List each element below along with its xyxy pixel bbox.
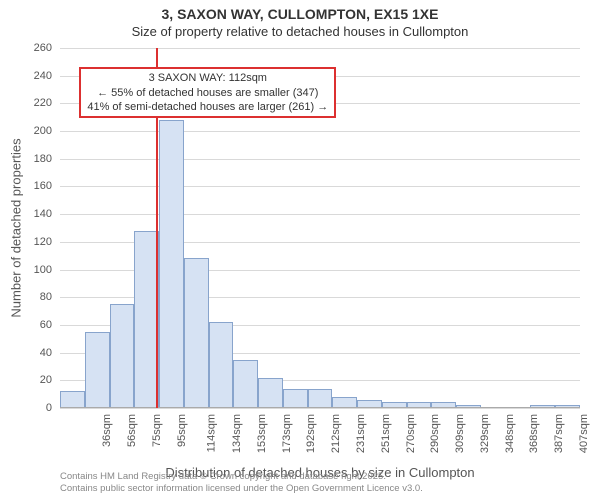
x-tick-label: 329sqm: [479, 414, 491, 453]
y-tick-label: 140: [20, 208, 52, 220]
x-tick-label: 212sqm: [330, 414, 342, 453]
y-tick-label: 160: [20, 180, 52, 192]
plot-area: Number of detached properties 0204060801…: [60, 48, 580, 408]
histogram-bar: [209, 322, 234, 408]
y-tick-label: 180: [20, 153, 52, 165]
footer-line2: Contains public sector information licen…: [60, 483, 423, 495]
histogram-bar: [134, 231, 159, 408]
callout-title: 3 SAXON WAY: 112sqm: [87, 71, 328, 85]
histogram-bar: [308, 389, 333, 408]
y-tick-label: 120: [20, 236, 52, 248]
y-tick-label: 40: [20, 347, 52, 359]
histogram-bar: [85, 332, 110, 408]
x-tick-label: 407sqm: [578, 414, 590, 453]
y-tick-label: 20: [20, 374, 52, 386]
x-tick-label: 387sqm: [553, 414, 565, 453]
property-callout: 3 SAXON WAY: 112sqm ← 55% of detached ho…: [79, 67, 336, 118]
histogram-bar: [184, 258, 209, 408]
x-tick-label: 134sqm: [231, 414, 243, 453]
histogram-bar: [258, 378, 283, 408]
x-tick-label: 231sqm: [355, 414, 367, 453]
x-tick-label: 368sqm: [528, 414, 540, 453]
x-tick-label: 56sqm: [126, 414, 138, 447]
x-tick-label: 348sqm: [504, 414, 516, 453]
x-tick-label: 192sqm: [306, 414, 318, 453]
y-tick-label: 220: [20, 97, 52, 109]
histogram-bar: [110, 304, 135, 408]
x-baseline: [60, 407, 580, 408]
x-tick-label: 173sqm: [281, 414, 293, 453]
x-tick-label: 290sqm: [429, 414, 441, 453]
address-title: 3, SAXON WAY, CULLOMPTON, EX15 1XE: [0, 6, 600, 24]
y-tick-label: 80: [20, 291, 52, 303]
chart-container: 3, SAXON WAY, CULLOMPTON, EX15 1XE Size …: [0, 0, 600, 500]
x-tick-label: 309sqm: [454, 414, 466, 453]
title-block: 3, SAXON WAY, CULLOMPTON, EX15 1XE Size …: [0, 0, 600, 40]
histogram-bar: [283, 389, 308, 408]
histogram-bar: [60, 391, 85, 408]
histogram-bar: [233, 360, 258, 408]
y-tick-label: 100: [20, 264, 52, 276]
x-tick-label: 153sqm: [256, 414, 268, 453]
y-tick-label: 60: [20, 319, 52, 331]
subtitle: Size of property relative to detached ho…: [0, 24, 600, 40]
grid-line: [60, 408, 580, 409]
x-tick-label: 75sqm: [151, 414, 163, 447]
y-tick-label: 260: [20, 42, 52, 54]
callout-larger: 41% of semi-detached houses are larger (…: [87, 100, 328, 114]
x-tick-label: 251sqm: [380, 414, 392, 453]
x-tick-label: 270sqm: [405, 414, 417, 453]
callout-smaller: ← 55% of detached houses are smaller (34…: [87, 86, 328, 100]
attribution-footer: Contains HM Land Registry data © Crown c…: [60, 471, 423, 495]
histogram-bar: [159, 120, 184, 408]
x-tick-label: 95sqm: [176, 414, 188, 447]
x-tick-label: 36sqm: [101, 414, 113, 447]
footer-line1: Contains HM Land Registry data © Crown c…: [60, 471, 423, 483]
y-tick-label: 240: [20, 70, 52, 82]
y-tick-label: 0: [20, 402, 52, 414]
x-tick-label: 114sqm: [206, 414, 218, 452]
y-tick-label: 200: [20, 125, 52, 137]
